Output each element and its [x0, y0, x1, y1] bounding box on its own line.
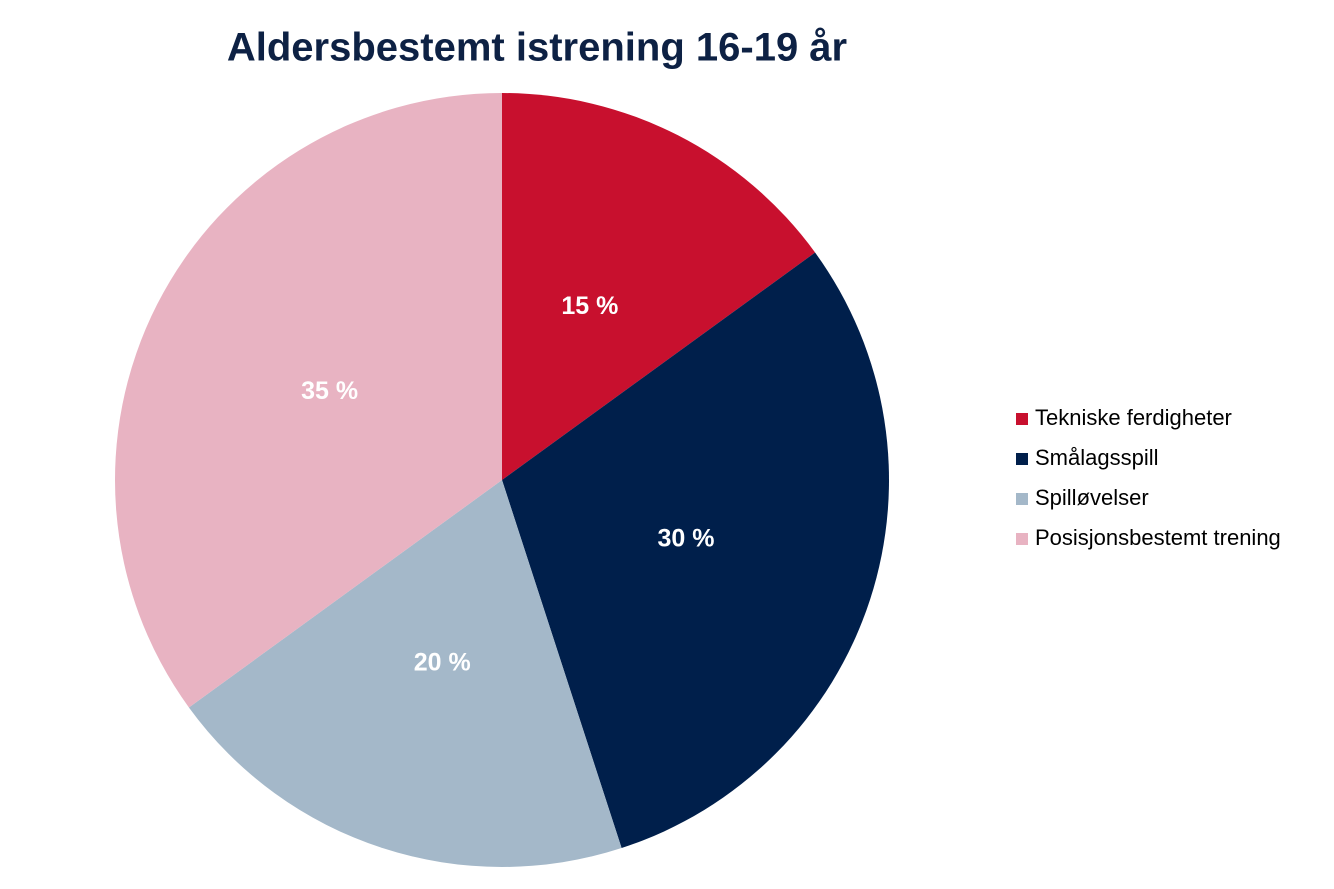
data-label: 30 % [658, 524, 715, 552]
chart-title: Aldersbestemt istrening 16-19 år [227, 26, 847, 70]
legend-label: Posisjonsbestemt trening [1035, 525, 1281, 550]
pie-slice [188, 480, 622, 867]
data-label: 20 % [414, 649, 471, 677]
pie-slice [502, 93, 816, 480]
legend-label: Tekniske ferdigheter [1035, 405, 1232, 430]
legend-label: Spilløvelser [1035, 485, 1149, 510]
legend-swatch [1016, 493, 1028, 505]
pie-slice [502, 252, 889, 849]
data-label: 15 % [561, 292, 618, 320]
data-label: 35 % [301, 377, 358, 405]
legend-swatch [1016, 533, 1028, 545]
legend-swatch [1016, 453, 1028, 465]
pie-slice [114, 93, 502, 708]
legend-swatch [1016, 413, 1028, 425]
legend-label: Smålagsspill [1035, 445, 1159, 470]
